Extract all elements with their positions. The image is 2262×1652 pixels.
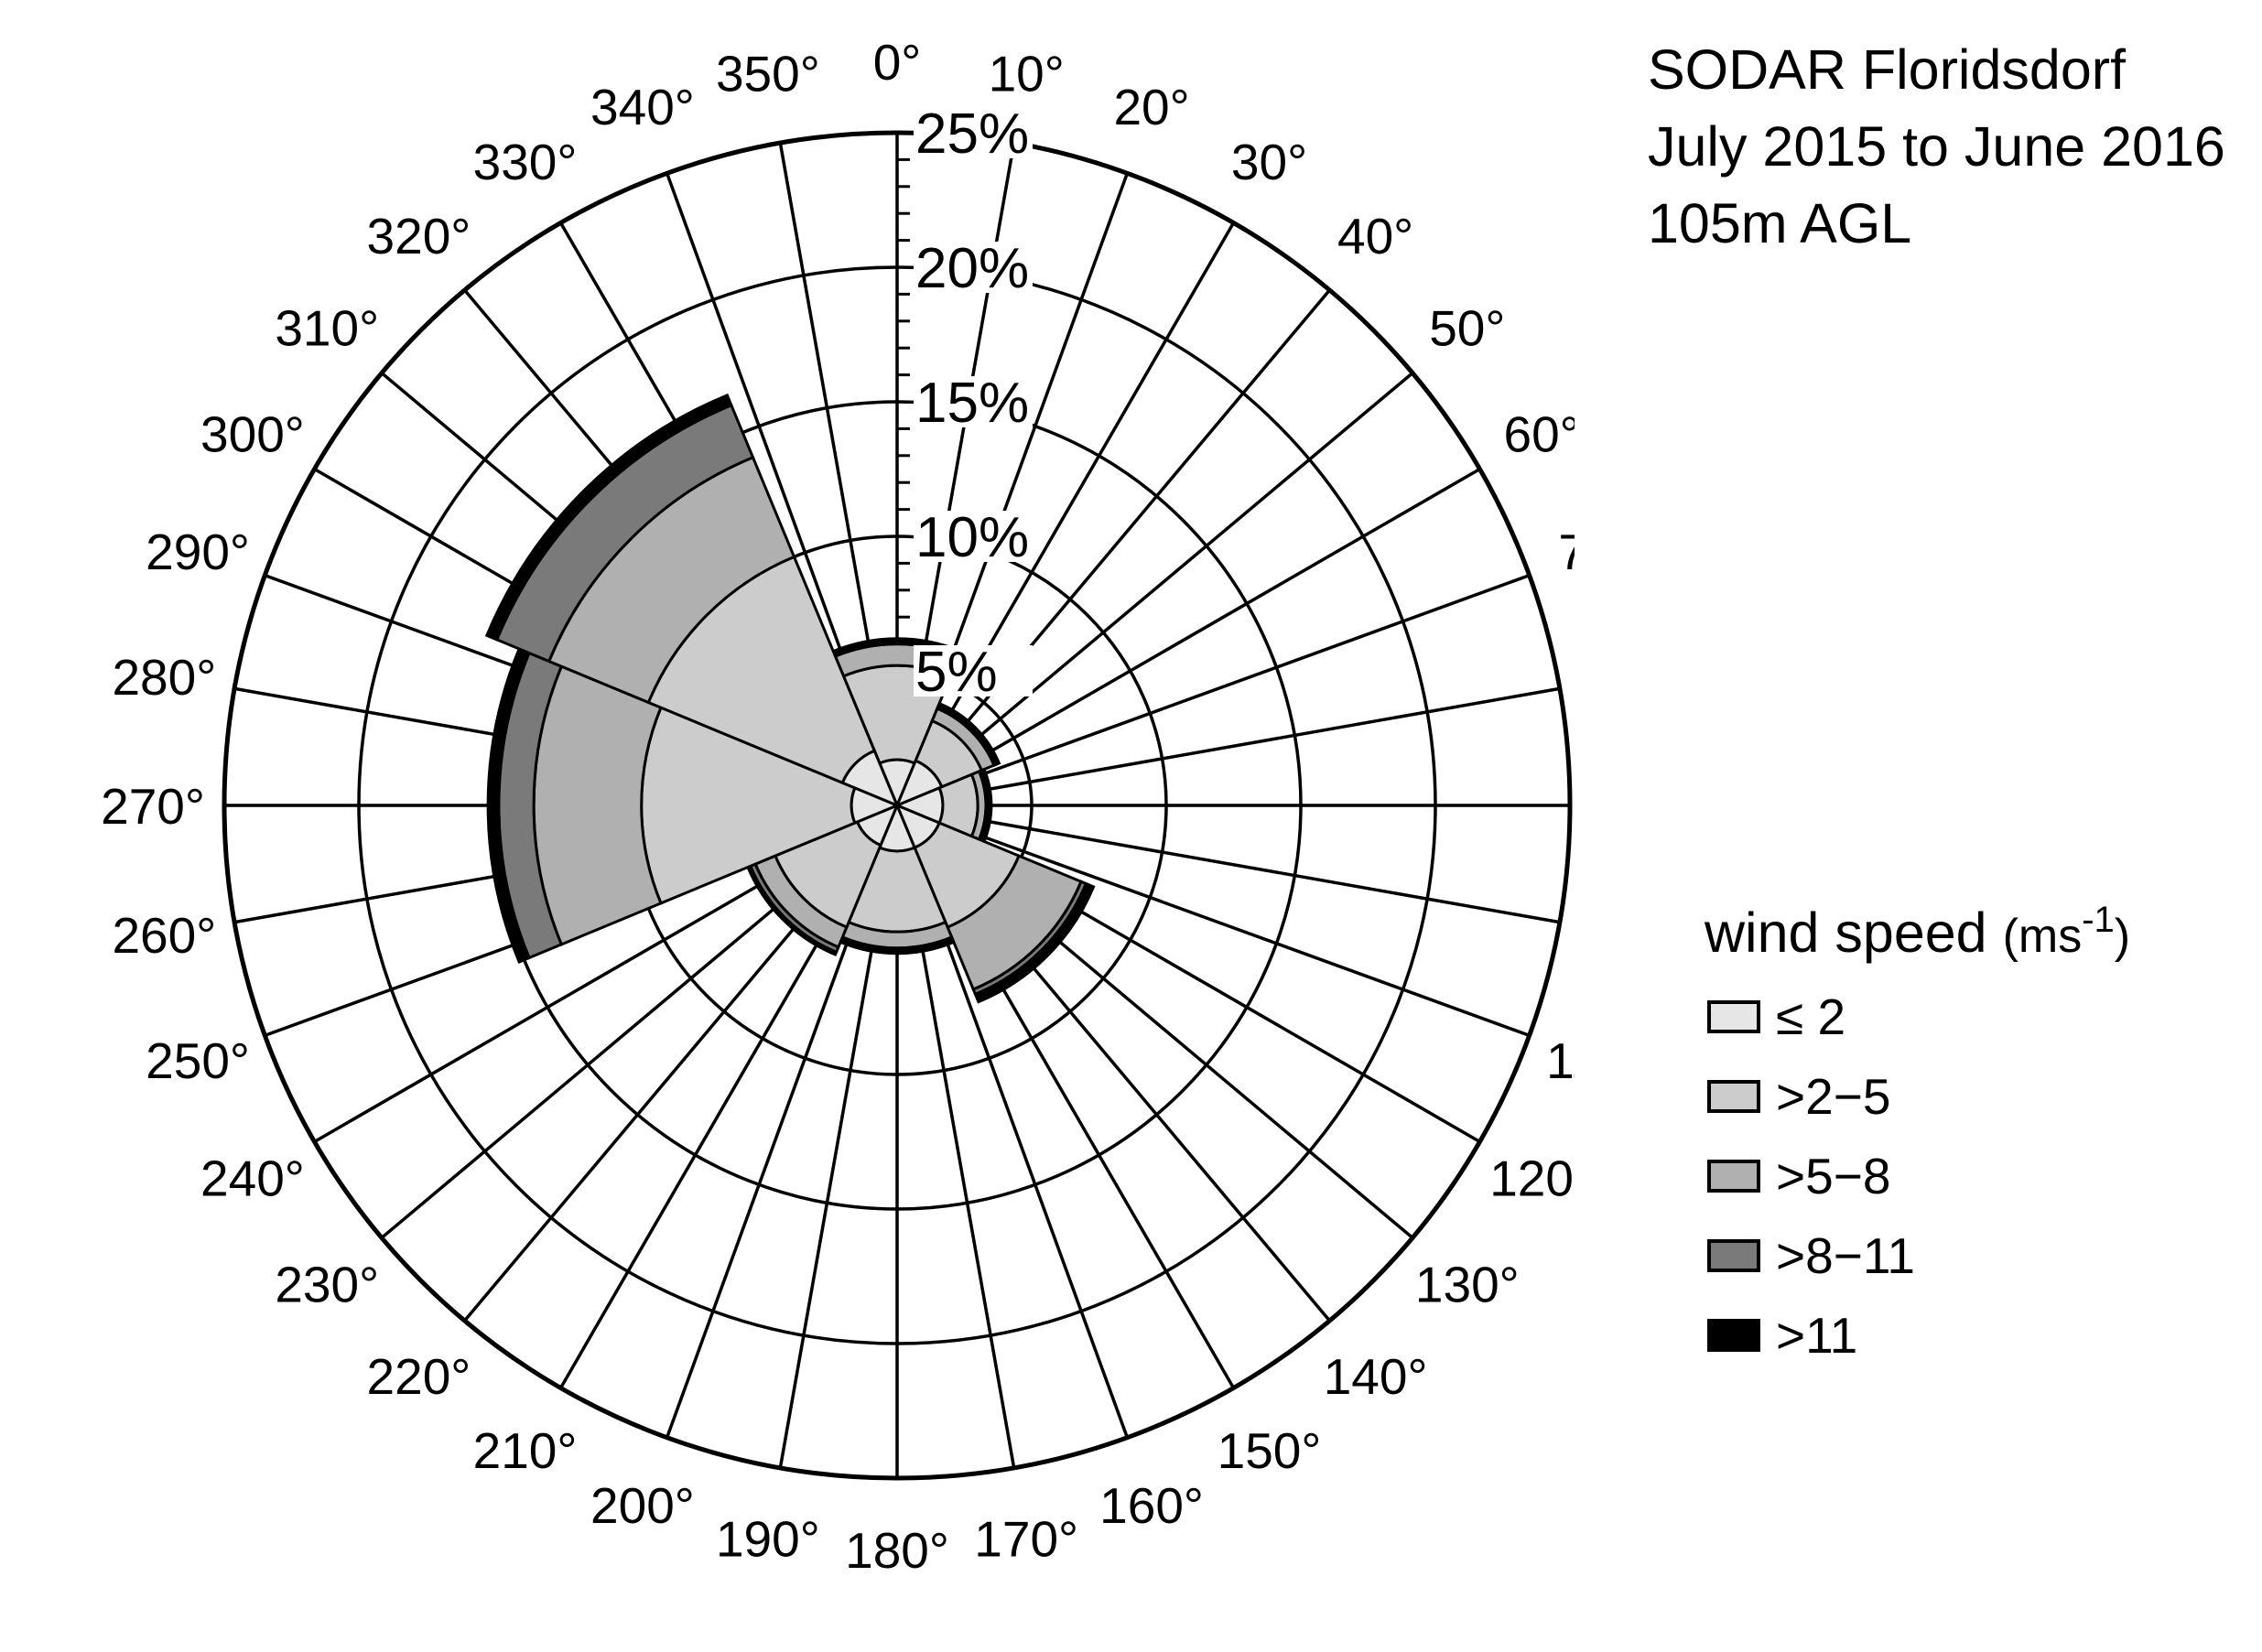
direction-label-340: 340° xyxy=(590,79,695,135)
legend-item-8-11: >8−11 xyxy=(1705,1227,1979,1319)
direction-label-0: 0° xyxy=(873,34,922,91)
legend-unit-base: (ms xyxy=(2002,910,2083,963)
legend: wind speed (ms-1) ≤ 2 >2−5 >5−8 >8−11 >1… xyxy=(1705,900,2130,1364)
direction-label-130: 130° xyxy=(1415,1257,1520,1313)
direction-label-10: 10° xyxy=(989,45,1065,102)
radial-tick-label-5: 5% xyxy=(915,641,998,704)
radial-label-bg-10 xyxy=(914,511,1033,562)
direction-label-200: 200° xyxy=(590,1477,695,1534)
spoke-70 xyxy=(896,573,1531,807)
wedge-dir-270-band-2 xyxy=(532,664,663,946)
direction-label-70: 70° xyxy=(1558,524,1575,580)
radial-tick-label-15: 15% xyxy=(915,372,1029,435)
direction-label-350: 350° xyxy=(716,45,820,102)
spoke-80 xyxy=(896,686,1561,807)
wind-rose-chart: 5%10%15%20%25%0°10°20°30°40°50°60°70°80°… xyxy=(101,34,1575,1579)
spoke-50 xyxy=(895,372,1414,807)
legend-label-2-5: >2−5 xyxy=(1776,1068,1891,1125)
legend-items: ≤ 2 >2−5 >5−8 >8−11 >11 xyxy=(1705,988,1979,1398)
direction-label-210: 210° xyxy=(473,1422,578,1479)
legend-item-gt11: >11 xyxy=(1705,1307,1979,1398)
direction-label-260: 260° xyxy=(112,907,216,964)
direction-label-190: 190° xyxy=(716,1511,820,1568)
direction-label-60: 60° xyxy=(1503,406,1575,463)
direction-label-280: 280° xyxy=(112,649,216,706)
spoke-100 xyxy=(896,804,1561,924)
direction-label-160: 160° xyxy=(1099,1477,1204,1534)
radial-label-bg-15 xyxy=(914,376,1033,427)
radial-label-bg-25 xyxy=(914,107,1033,158)
direction-label-250: 250° xyxy=(146,1032,250,1089)
legend-swatch-2-5 xyxy=(1707,1080,1760,1113)
direction-label-270: 270° xyxy=(101,778,205,835)
direction-label-240: 240° xyxy=(200,1150,305,1207)
legend-item-5-8: >5−8 xyxy=(1705,1148,1979,1239)
radial-label-bg-5 xyxy=(914,645,1033,696)
direction-label-220: 220° xyxy=(367,1348,471,1405)
direction-label-30: 30° xyxy=(1231,134,1307,190)
legend-swatch-5-8 xyxy=(1707,1160,1760,1193)
legend-label-gt11: >11 xyxy=(1776,1307,1858,1364)
radial-label-bg-20 xyxy=(914,242,1033,293)
chart-title: SODAR Floridsdorf July 2015 to June 2016… xyxy=(1648,31,2225,262)
legend-unit-close: ) xyxy=(2114,910,2131,963)
wedge-dir-45-band-4 xyxy=(936,701,1001,766)
direction-label-20: 20° xyxy=(1113,79,1189,135)
legend-unit: (ms-1) xyxy=(2002,900,2131,963)
direction-label-300: 300° xyxy=(200,406,305,463)
spoke-30 xyxy=(895,221,1236,806)
direction-label-170: 170° xyxy=(974,1511,1078,1568)
radial-tick-label-25: 25% xyxy=(915,103,1029,166)
radial-tick-label-20: 20% xyxy=(915,237,1029,300)
legend-item-2-5: >2−5 xyxy=(1705,1068,1979,1160)
direction-label-120: 120° xyxy=(1489,1150,1575,1207)
direction-label-50: 50° xyxy=(1429,299,1505,356)
legend-label-5-8: >5−8 xyxy=(1776,1148,1891,1204)
title-line-station: SODAR Floridsdorf xyxy=(1648,38,2127,101)
radial-tick-label-10: 10% xyxy=(915,506,1029,569)
legend-title: wind speed (ms-1) xyxy=(1705,900,2130,965)
legend-label-le2: ≤ 2 xyxy=(1776,988,1846,1045)
direction-label-310: 310° xyxy=(275,299,379,356)
direction-label-180: 180° xyxy=(845,1522,949,1579)
legend-label-8-11: >8−11 xyxy=(1776,1227,1915,1284)
direction-label-320: 320° xyxy=(367,208,471,265)
legend-unit-exponent: -1 xyxy=(2082,900,2115,940)
wedge-dir-135-band-4 xyxy=(973,881,1096,1004)
legend-swatch-8-11 xyxy=(1707,1239,1760,1272)
legend-swatch-le2 xyxy=(1707,1000,1760,1033)
legend-item-le2: ≤ 2 xyxy=(1705,988,1979,1080)
direction-label-290: 290° xyxy=(146,524,250,580)
direction-label-40: 40° xyxy=(1337,208,1413,265)
spoke-60 xyxy=(896,467,1481,807)
title-line-period: July 2015 to June 2016 xyxy=(1648,115,2225,178)
legend-swatch-gt11 xyxy=(1707,1319,1760,1352)
direction-label-110: 110° xyxy=(1546,1032,1575,1089)
spoke-40 xyxy=(895,288,1331,807)
direction-label-150: 150° xyxy=(1218,1422,1322,1479)
direction-label-230: 230° xyxy=(275,1257,379,1313)
direction-label-140: 140° xyxy=(1324,1348,1428,1405)
title-line-height: 105m AGL xyxy=(1648,192,1912,254)
wedge-dir-315-band-4 xyxy=(484,393,733,642)
direction-label-330: 330° xyxy=(473,134,578,190)
legend-title-text: wind speed xyxy=(1705,902,1987,964)
spoke-110 xyxy=(896,804,1531,1038)
